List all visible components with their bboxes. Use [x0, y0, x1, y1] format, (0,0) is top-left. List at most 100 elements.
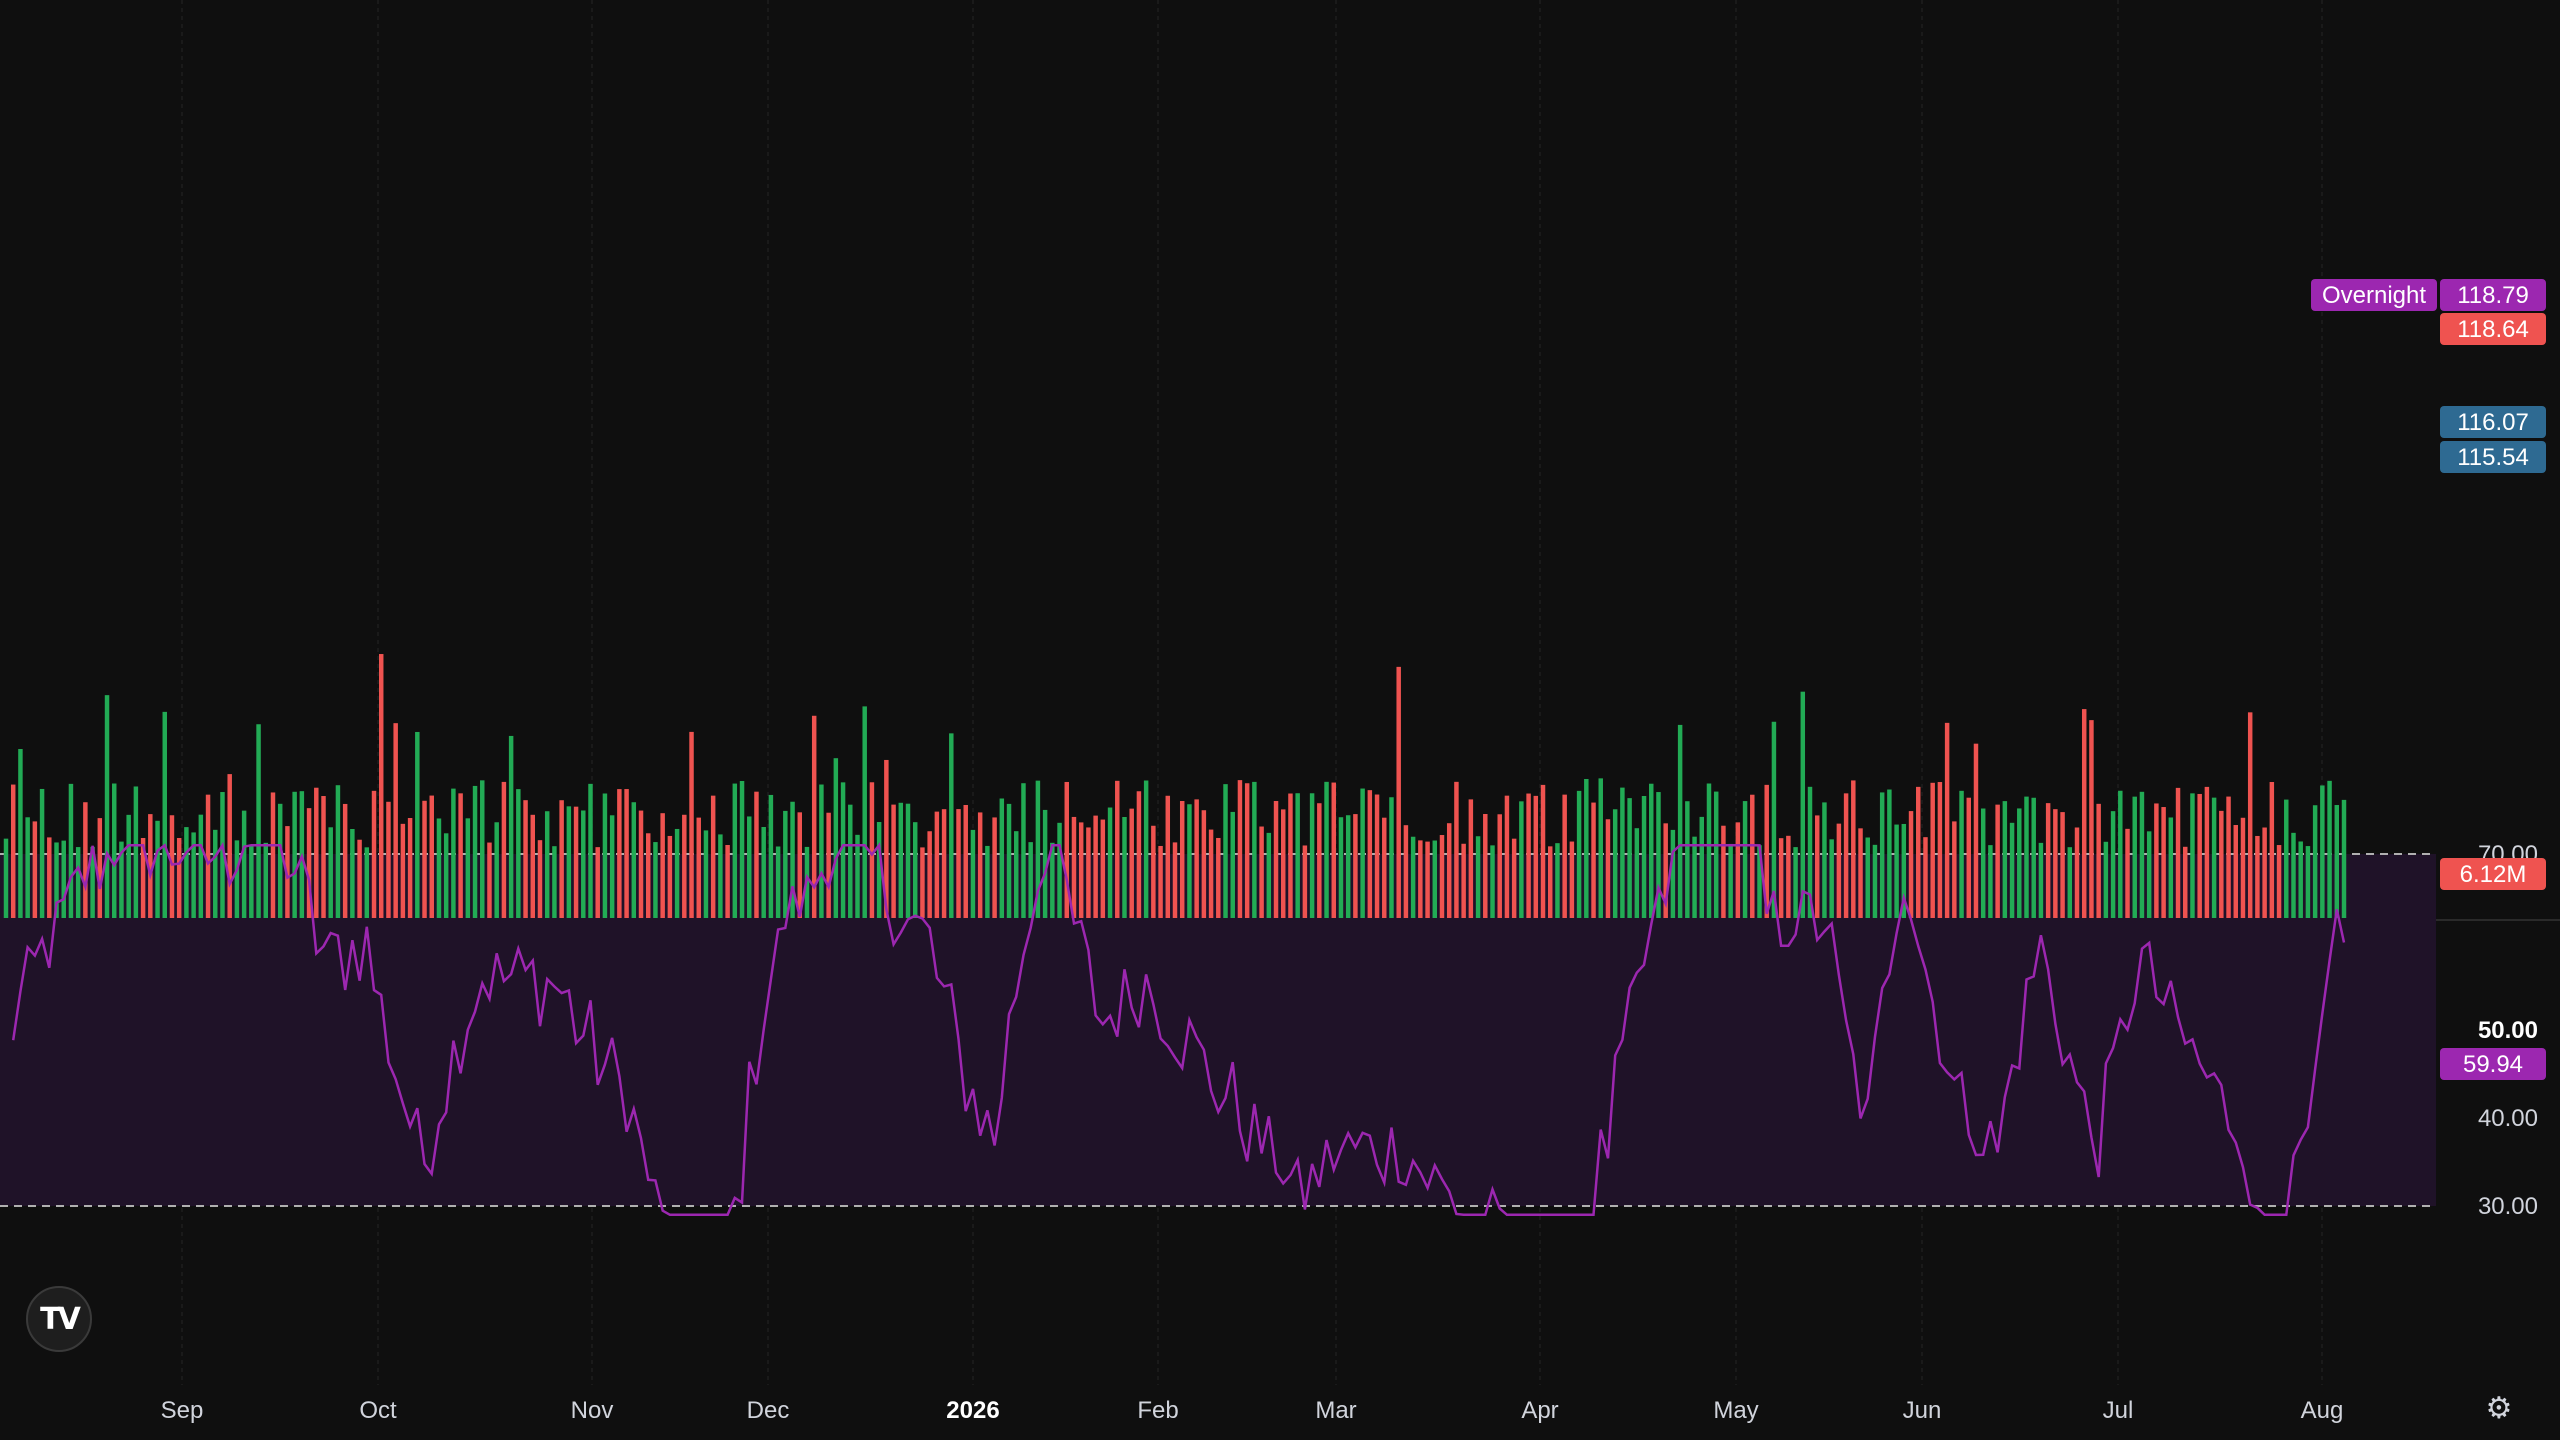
volume-bar: [588, 783, 593, 918]
volume-bar: [1800, 691, 1806, 918]
volume-bar: [833, 758, 839, 918]
volume-bar: [1887, 789, 1892, 918]
volume-bar: [682, 814, 687, 918]
volume-bar: [963, 804, 968, 918]
volume-bar: [1237, 780, 1243, 918]
volume-bar: [328, 827, 333, 918]
volume-bar: [1995, 804, 2000, 918]
volume-bar: [1446, 823, 1452, 918]
volume-bar: [508, 735, 514, 918]
time-tick-label: Sep: [161, 1397, 204, 1424]
volume-bar: [1916, 786, 1921, 918]
volume-bar: [1685, 801, 1690, 918]
volume-bar: [2125, 828, 2130, 918]
volume-bar: [1129, 808, 1134, 918]
volume-bar: [1309, 793, 1315, 918]
volume-bar: [1872, 844, 1878, 918]
volume-bar: [2291, 832, 2296, 918]
volume-bar: [1425, 841, 1430, 918]
volume-bar: [2038, 842, 2044, 918]
volume-bar: [1656, 792, 1661, 918]
volume-bar: [39, 788, 45, 918]
price-tags: Overnight 118.79 118.64 116.07 115.54 6.12M 59…: [2311, 279, 2546, 1080]
volume-bar: [2132, 796, 2137, 918]
volume-bar: [602, 793, 608, 918]
volume-bar: [1360, 788, 1365, 918]
volume-bar: [941, 809, 947, 918]
volume-bar: [566, 806, 572, 918]
volume-bar: [1930, 782, 1935, 918]
volume-bar: [2118, 790, 2123, 918]
volume-bar: [1122, 817, 1127, 918]
volume-bar: [2190, 793, 2195, 918]
volume-bar: [1432, 840, 1438, 918]
volume-bar: [2017, 808, 2022, 918]
volume-bar: [977, 812, 983, 918]
volume-bar: [1172, 842, 1178, 918]
volume-bar: [1403, 825, 1409, 918]
volume-bar: [819, 784, 824, 918]
volume-bar: [249, 846, 254, 918]
volume-bar: [754, 791, 759, 918]
volume-bar: [1627, 798, 1632, 918]
volume-bar: [1555, 843, 1560, 918]
volume-bar: [1699, 816, 1705, 918]
volume-bar: [480, 780, 485, 918]
volume-bar: [1742, 801, 1748, 918]
volume-bar: [1014, 831, 1019, 918]
volume-bar: [1389, 797, 1394, 918]
volume-bar: [595, 847, 600, 918]
volume-bar: [1086, 827, 1091, 918]
volume-bar: [1764, 784, 1769, 918]
volume-bar: [2334, 805, 2340, 918]
volume-bar: [191, 832, 196, 918]
volume-bar: [1490, 845, 1495, 918]
volume-bar: [1295, 793, 1300, 918]
volume-bar: [1468, 799, 1474, 918]
volume-bar: [1793, 847, 1798, 918]
time-axis[interactable]: Sep Oct Nov Dec 2026 Feb Mar Apr May Jun Jul Aug: [161, 1397, 2344, 1424]
volume-bar: [350, 829, 355, 918]
ma-short-tag-bg: [2440, 406, 2546, 438]
last-price-tag-bg: [2440, 313, 2546, 345]
volume-bar: [2139, 791, 2145, 918]
volume-bar: [335, 785, 341, 918]
volume-bar: [2024, 796, 2029, 918]
volume-bar: [876, 822, 882, 918]
volume-bar: [1547, 846, 1553, 918]
volume-bar: [1331, 782, 1336, 918]
volume-bar: [1728, 843, 1733, 918]
volume-bar: [862, 706, 867, 918]
volume-bar: [1771, 721, 1777, 918]
overnight-label: Overnight: [2322, 282, 2426, 309]
volume-bar: [2175, 787, 2181, 918]
volume-bar: [1670, 829, 1676, 918]
volume-bar: [573, 806, 579, 918]
volume-bar: [68, 783, 74, 918]
volume-bar: [2298, 841, 2303, 918]
volume-bar: [2045, 803, 2051, 918]
volume-bar: [1035, 780, 1041, 918]
volume-bar: [718, 834, 723, 918]
volume-bar: [1677, 724, 1683, 918]
volume-bar: [1778, 838, 1784, 918]
volume-bar: [1071, 816, 1077, 918]
volume-bar: [1151, 825, 1156, 918]
volume-bar: [241, 810, 247, 918]
volume-bar: [530, 814, 536, 918]
volume-bar: [985, 845, 990, 918]
tradingview-logo-icon[interactable]: TV: [26, 1286, 92, 1352]
volume-bar: [1706, 783, 1712, 918]
volume-bar: [2168, 817, 2174, 918]
time-tick-label: Feb: [1137, 1397, 1178, 1424]
gear-icon[interactable]: ⚙: [2485, 1391, 2513, 1426]
volume-bar: [148, 814, 153, 918]
volume-bar: [2154, 803, 2159, 918]
volume-bar: [970, 829, 976, 918]
volume-bar: [2284, 799, 2289, 918]
volume-bar: [1042, 809, 1048, 918]
volume-bar: [1288, 793, 1293, 918]
volume-bar: [1757, 845, 1762, 918]
